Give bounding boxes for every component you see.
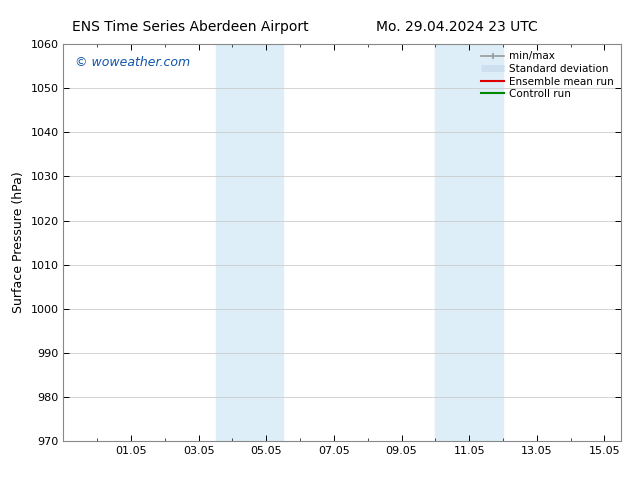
Text: ENS Time Series Aberdeen Airport: ENS Time Series Aberdeen Airport	[72, 20, 309, 34]
Y-axis label: Surface Pressure (hPa): Surface Pressure (hPa)	[12, 172, 25, 314]
Text: Mo. 29.04.2024 23 UTC: Mo. 29.04.2024 23 UTC	[375, 20, 538, 34]
Bar	[216, 44, 283, 441]
Text: © woweather.com: © woweather.com	[75, 56, 190, 69]
Legend: min/max, Standard deviation, Ensemble mean run, Controll run: min/max, Standard deviation, Ensemble me…	[479, 49, 616, 101]
Bar	[436, 44, 503, 441]
